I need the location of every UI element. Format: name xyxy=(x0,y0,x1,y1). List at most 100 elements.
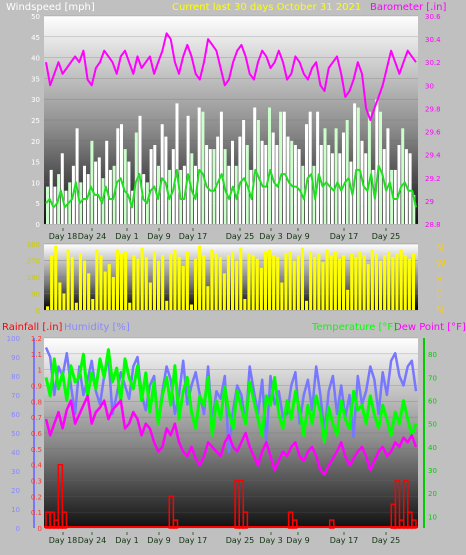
wind-direction-bar xyxy=(247,253,251,310)
wind-direction-bar xyxy=(148,282,152,310)
direction-degree-ticks: 0 90 180 270 360 xyxy=(27,241,40,315)
windspeed-tick-label: 30 xyxy=(31,96,40,104)
compass-tick-label: S xyxy=(436,274,442,285)
windspeed-bar xyxy=(60,153,64,224)
windspeed-bar xyxy=(94,161,98,224)
wind-direction-bar xyxy=(391,256,395,310)
rainfall-tick-label: 0.8 xyxy=(31,398,42,406)
windspeed-tick-label: 10 xyxy=(31,179,40,187)
humidity-tick-label: 10 xyxy=(11,506,20,514)
windspeed-bar xyxy=(323,128,327,224)
x-tick-label: Day 25 xyxy=(372,536,401,545)
barometer-tick-label: 29.8 xyxy=(425,105,441,113)
wind-direction-bar xyxy=(263,251,267,310)
humidity-tick-label: 60 xyxy=(11,411,20,419)
windspeed-bar xyxy=(127,161,131,224)
windspeed-bar xyxy=(108,169,112,224)
compass-tick-label: E xyxy=(436,290,442,301)
rainfall-axis-label: Rainfall [.in] xyxy=(2,322,63,333)
wind-direction-bar xyxy=(91,299,95,310)
windspeed-tick-label: 50 xyxy=(31,13,40,21)
barometer-tick-label: 29.6 xyxy=(425,129,441,137)
direction-tick-label: 180 xyxy=(27,274,40,282)
wind-direction-bar xyxy=(66,249,70,310)
windspeed-bar xyxy=(345,120,349,224)
windspeed-bar xyxy=(149,149,153,224)
temperature-tick-label: 70 xyxy=(428,374,437,382)
wind-direction-bar xyxy=(50,255,54,310)
windspeed-bar xyxy=(175,103,179,224)
windspeed-bar xyxy=(367,111,371,224)
rainfall-tick-label: 0.6 xyxy=(31,430,43,438)
windspeed-bar xyxy=(342,132,345,224)
windspeed-bar xyxy=(208,149,212,224)
barometer-tick-label: 29.4 xyxy=(425,152,441,160)
humidity-axis-label: Humidity [%] xyxy=(64,322,130,333)
wind-direction-bar xyxy=(379,260,383,310)
wind-direction-bar xyxy=(132,255,136,310)
direction-tick-label: 90 xyxy=(31,291,40,299)
wind-direction-bar xyxy=(173,249,177,310)
wind-direction-bar xyxy=(78,253,82,310)
wind-direction-bar xyxy=(161,255,165,310)
windspeed-bar xyxy=(97,157,101,224)
x-tick-label: Day 9 xyxy=(147,232,170,241)
wind-direction-bar xyxy=(370,249,374,310)
wind-direction-bar xyxy=(115,249,119,310)
temperature-line xyxy=(44,348,418,444)
humidity-tick-label: 0 xyxy=(16,525,20,533)
windspeed-bar xyxy=(386,128,390,224)
wind-direction-bar xyxy=(165,300,169,310)
windspeed-bar xyxy=(316,111,320,224)
windspeed-bar xyxy=(356,107,360,224)
wind-direction-bar xyxy=(284,253,288,310)
windspeed-tick-label: 5 xyxy=(36,200,40,208)
wind-direction-bar xyxy=(54,245,58,310)
windspeed-bar xyxy=(334,128,338,224)
wind-direction-bar xyxy=(305,300,309,310)
humidity-ticks: 0 10 20 30 40 50 60 70 80 90 100 xyxy=(7,335,20,533)
wind-direction-bar xyxy=(189,304,193,310)
humidity-tick-label: 50 xyxy=(11,430,20,438)
barometer-line xyxy=(45,32,417,121)
wind-direction-bar xyxy=(350,253,354,310)
wind-direction-bar xyxy=(403,255,407,310)
x-tick-label: Day 1 xyxy=(115,536,138,545)
wind-direction-bar xyxy=(354,256,358,310)
windspeed-bar xyxy=(393,169,397,224)
wind-direction-bar xyxy=(362,255,366,310)
wind-direction-bar xyxy=(144,256,148,310)
wind-x-ticks: Day 18 Day 24 Day 1 Day 9 Day 17 Day 25 Day 3 D… xyxy=(49,228,400,241)
wind-direction-bar xyxy=(194,258,198,310)
wind-direction-bar xyxy=(317,253,321,310)
windspeed-bar xyxy=(390,169,394,224)
wind-direction-bar xyxy=(268,249,272,310)
windspeed-bar xyxy=(138,115,142,224)
direction-tick-label: 0 xyxy=(36,307,40,315)
windspeed-bar xyxy=(305,124,308,224)
windspeed-bar xyxy=(75,128,79,224)
rainfall-tick-label: 1.1 xyxy=(31,351,42,359)
humidity-tick-label: 70 xyxy=(11,392,20,400)
compass-tick-label: W xyxy=(436,259,446,270)
x-tick-label: Day 17 xyxy=(179,232,208,241)
windspeed-bar xyxy=(279,111,283,224)
wind-direction-bar xyxy=(272,255,276,310)
windspeed-bar xyxy=(260,140,264,224)
wind-direction-bar xyxy=(198,245,202,310)
wind-direction-bar xyxy=(136,258,140,310)
rainfall-tick-label: 1 xyxy=(38,367,42,375)
wind-direction-bar xyxy=(329,255,333,310)
x-tick-label: Day 3 xyxy=(259,232,282,241)
windspeed-tick-label: 15 xyxy=(31,159,40,167)
windspeed-bar xyxy=(219,111,223,224)
rainfall-tick-label: 0.9 xyxy=(31,383,42,391)
wind-barometer-chart: Windspeed [mph] Current last 30 days Oct… xyxy=(6,2,446,241)
barometer-tick-label: 28.8 xyxy=(425,221,441,229)
temperature-tick-label: 20 xyxy=(428,490,437,498)
x-tick-label: Day 17 xyxy=(330,232,359,241)
windspeed-bar xyxy=(349,161,353,224)
wind-direction-bar xyxy=(152,251,156,310)
wind-direction-bar xyxy=(128,302,132,310)
barometer-tick-label: 29 xyxy=(425,198,434,206)
